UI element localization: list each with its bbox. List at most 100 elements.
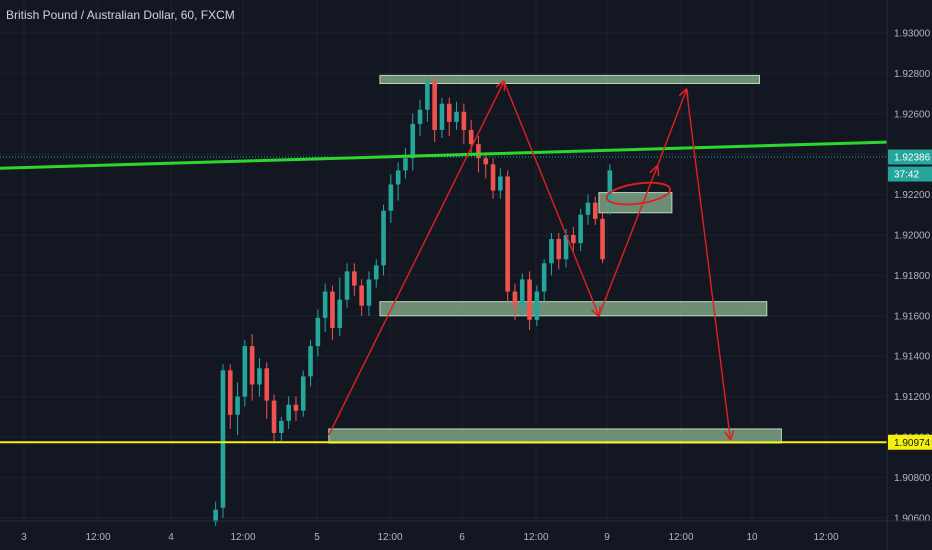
- candle-body: [549, 239, 554, 264]
- y-tick-label: 1.93000: [894, 29, 931, 40]
- candle-body: [461, 111, 467, 130]
- candle-body: [563, 235, 569, 260]
- candle-body: [534, 291, 540, 320]
- candle-body: [322, 291, 328, 318]
- candle-body: [315, 317, 321, 347]
- zones: [328, 74, 782, 444]
- projection-arrow: [598, 166, 657, 317]
- candle-body: [410, 123, 416, 159]
- x-tick-label: 9: [604, 532, 610, 543]
- candle-body: [337, 299, 343, 328]
- countdown-badge-bg: [888, 166, 932, 182]
- candle-body: [556, 239, 562, 260]
- candle-body: [395, 170, 401, 185]
- support-price-badge: 1.90974: [894, 438, 931, 449]
- candle-body: [512, 291, 518, 306]
- highlight-circle: [605, 181, 672, 206]
- x-tick-label: 12:00: [523, 532, 548, 543]
- y-tick-label: 1.92600: [894, 109, 931, 120]
- x-tick-label: 6: [459, 532, 465, 543]
- candle-body: [585, 202, 591, 215]
- candle-body: [578, 214, 583, 244]
- projection-arrow: [503, 81, 599, 315]
- candle-body: [352, 271, 357, 286]
- candle-body: [235, 396, 240, 415]
- candle-body: [381, 210, 386, 266]
- zone-rect: [379, 301, 768, 317]
- candle-body: [432, 81, 437, 130]
- candle-body: [607, 170, 613, 203]
- x-tick-label: 12:00: [813, 532, 838, 543]
- x-tick-label: 12:00: [668, 532, 693, 543]
- candle-body: [425, 81, 430, 110]
- candle-body: [359, 285, 364, 306]
- projection-arrow: [328, 81, 504, 436]
- y-tick-label: 1.91600: [894, 311, 931, 322]
- candle-body: [373, 265, 379, 280]
- candle-body: [249, 346, 255, 385]
- y-tick-label: 1.90800: [894, 473, 931, 484]
- projection-arrow: [656, 90, 686, 167]
- y-tick-label: 1.92000: [894, 231, 931, 242]
- candle-body: [286, 404, 291, 421]
- candle-body: [279, 420, 284, 433]
- candle-body: [446, 103, 452, 122]
- candles: [213, 75, 613, 526]
- current-price-badge: 1.92386: [894, 153, 931, 164]
- projection-arrows: [328, 81, 731, 439]
- candle-body: [541, 263, 547, 292]
- candle-body: [330, 291, 335, 328]
- candle-body: [242, 346, 248, 397]
- candle-body: [300, 376, 306, 411]
- candle-body: [498, 176, 503, 191]
- y-tick-label: 1.91800: [894, 271, 931, 282]
- candle-body: [366, 279, 372, 306]
- candle-body: [600, 218, 605, 260]
- x-tick-label: 4: [168, 532, 174, 543]
- candle-body: [592, 202, 598, 219]
- zone-rect: [598, 192, 673, 214]
- zone-rect: [379, 74, 760, 84]
- x-tick-label: 5: [314, 532, 320, 543]
- lines: [0, 140, 888, 444]
- candle-body: [490, 164, 496, 191]
- candle-body: [527, 279, 532, 320]
- candle-body: [417, 109, 423, 124]
- candle-body: [403, 158, 408, 171]
- candle-body: [227, 370, 233, 415]
- candle-body: [213, 509, 218, 522]
- candle-body: [476, 144, 481, 159]
- countdown-badge: 37:42: [894, 170, 919, 181]
- candle-body: [308, 346, 313, 377]
- candle-body: [257, 368, 262, 385]
- y-tick-label: 1.92800: [894, 69, 931, 80]
- candle-body: [293, 404, 299, 411]
- current-price-badge-bg: [888, 149, 932, 165]
- candle-body: [439, 103, 445, 130]
- chart-title: British Pound / Australian Dollar, 60, F…: [6, 8, 235, 22]
- x-tick-label: 12:00: [230, 532, 255, 543]
- x-tick-label: 12:00: [377, 532, 402, 543]
- zone-rect: [328, 428, 782, 444]
- candle-body: [271, 400, 277, 433]
- y-tick-label: 1.92200: [894, 190, 931, 201]
- time-axis: 3 12:00 4 12:00 5 12:00 6 12:00 9 12:00 10 12:00: [21, 532, 839, 543]
- candle-body: [454, 111, 459, 122]
- trend-line: [0, 140, 888, 170]
- candle-body: [468, 129, 474, 145]
- x-tick-label: 3: [21, 532, 27, 543]
- support-price-badge-bg: [888, 434, 932, 450]
- candle-body: [519, 279, 525, 306]
- candle-body: [264, 368, 270, 401]
- candle-body: [571, 235, 576, 244]
- candle-body: [220, 370, 226, 508]
- candle-body: [388, 184, 394, 211]
- candle-body: [344, 271, 350, 300]
- y-tick-label: 1.91400: [894, 352, 931, 363]
- y-tick-label: 1.91200: [894, 392, 931, 403]
- candle-body: [505, 176, 510, 292]
- projection-arrow: [685, 89, 731, 439]
- candle-body: [483, 158, 489, 165]
- x-tick-label: 10: [746, 532, 758, 543]
